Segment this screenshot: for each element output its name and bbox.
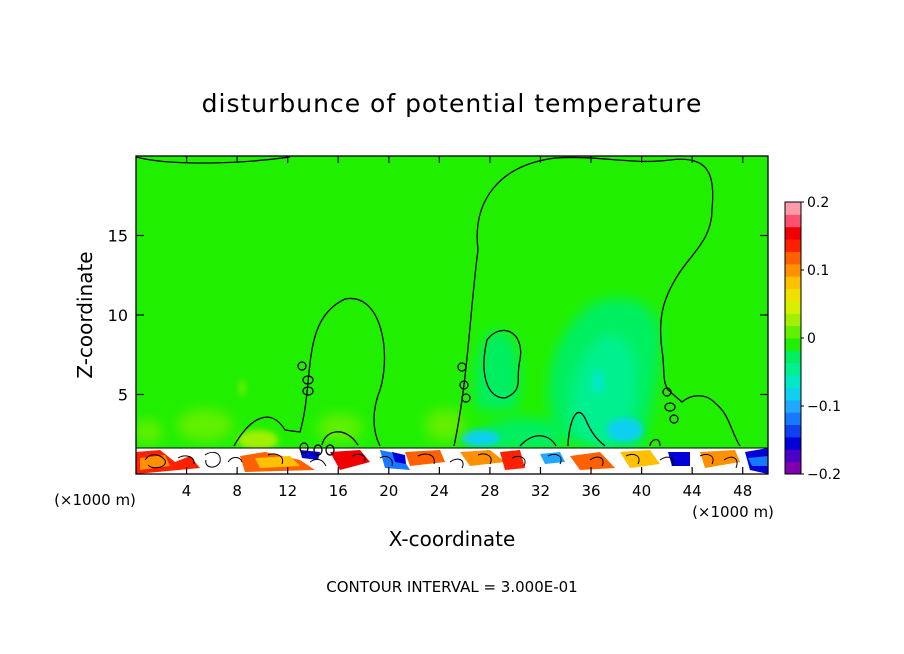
x-axis: 4 8 12 16 20 24 28 32 36 40 44 48 xyxy=(182,156,752,500)
x-axis-label: X-coordinate xyxy=(389,527,516,551)
colorbar-swatch xyxy=(785,202,801,215)
x-tick-label: 24 xyxy=(430,482,449,500)
colorbar-swatch xyxy=(785,338,801,351)
colorbar-swatch xyxy=(785,226,801,240)
colorbar-swatch xyxy=(785,313,801,327)
colorbar-swatch xyxy=(785,276,801,290)
contour-lines xyxy=(136,156,741,456)
colorbar-swatch xyxy=(785,399,801,413)
x-unit-left: (×1000 m) xyxy=(54,491,136,509)
colorbar-swatch xyxy=(785,387,801,401)
colorbar-swatch xyxy=(785,214,801,228)
colorbar-swatch xyxy=(785,325,801,339)
x-tick-label: 48 xyxy=(733,482,752,500)
colorbar-swatch xyxy=(785,300,801,314)
y-tick-label: 5 xyxy=(118,386,128,405)
x-tick-label: 28 xyxy=(480,482,499,500)
surface-turbulent-layer xyxy=(136,447,768,474)
colorbar-swatch xyxy=(785,412,801,426)
colorbar-swatch xyxy=(785,424,801,438)
colorbar xyxy=(784,201,802,475)
negative-plume-regions xyxy=(460,298,661,450)
colorbar-tick-label: 0 xyxy=(807,331,816,347)
colorbar-swatch xyxy=(785,362,801,376)
y-tick-label: 10 xyxy=(108,306,128,325)
colorbar-swatch xyxy=(785,449,801,463)
colorbar-swatch xyxy=(785,436,801,450)
x-tick-label: 8 xyxy=(232,482,242,500)
x-tick-label: 36 xyxy=(581,482,600,500)
colorbar-tick-label: −0.1 xyxy=(807,399,841,415)
colorbar-swatch xyxy=(785,350,801,364)
x-tick-label: 12 xyxy=(278,482,297,500)
x-tick-label: 40 xyxy=(632,482,651,500)
colorbar-swatch xyxy=(785,288,801,302)
contour-interval-footer: CONTOUR INTERVAL = 3.000E-01 xyxy=(326,578,577,596)
colorbar-ticks: 0.2 0.1 0 −0.1 −0.2 xyxy=(801,195,841,483)
x-tick-label: 44 xyxy=(683,482,702,500)
colorbar-swatch xyxy=(785,251,801,265)
x-tick-label: 4 xyxy=(182,482,192,500)
y-axis-label: Z-coordinate xyxy=(73,251,97,378)
colorbar-swatch xyxy=(785,461,801,475)
colorbar-swatch xyxy=(785,263,801,277)
x-unit-right: (×1000 m) xyxy=(692,503,774,521)
positive-patches xyxy=(136,380,465,450)
colorbar-swatch xyxy=(785,375,801,388)
colorbar-tick-label: 0.1 xyxy=(807,263,829,279)
y-tick-label: 15 xyxy=(108,227,128,246)
chart-title: disturbunce of potential temperature xyxy=(202,89,703,118)
x-tick-label: 32 xyxy=(531,482,550,500)
x-tick-label: 20 xyxy=(379,482,398,500)
colorbar-tick-label: 0.2 xyxy=(807,195,829,211)
colorbar-swatch xyxy=(785,239,801,252)
colorbar-tick-label: −0.2 xyxy=(807,467,841,483)
plot-area xyxy=(136,156,768,474)
x-tick-label: 16 xyxy=(329,482,348,500)
y-axis: 5 10 15 xyxy=(108,227,768,405)
